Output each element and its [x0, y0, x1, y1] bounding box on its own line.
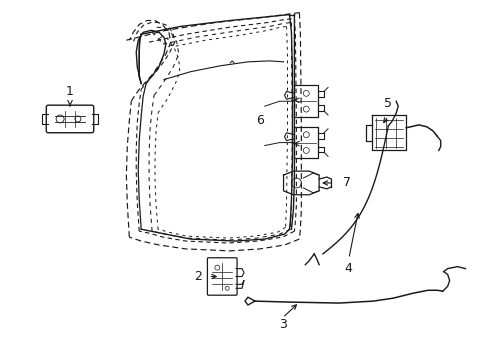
Text: 6: 6 [255, 114, 263, 127]
Text: 3: 3 [278, 318, 286, 331]
Text: 2: 2 [194, 270, 202, 283]
Text: 4: 4 [344, 262, 352, 275]
Text: 5: 5 [384, 97, 391, 110]
Text: 7: 7 [342, 176, 350, 189]
Text: 1: 1 [66, 85, 74, 98]
